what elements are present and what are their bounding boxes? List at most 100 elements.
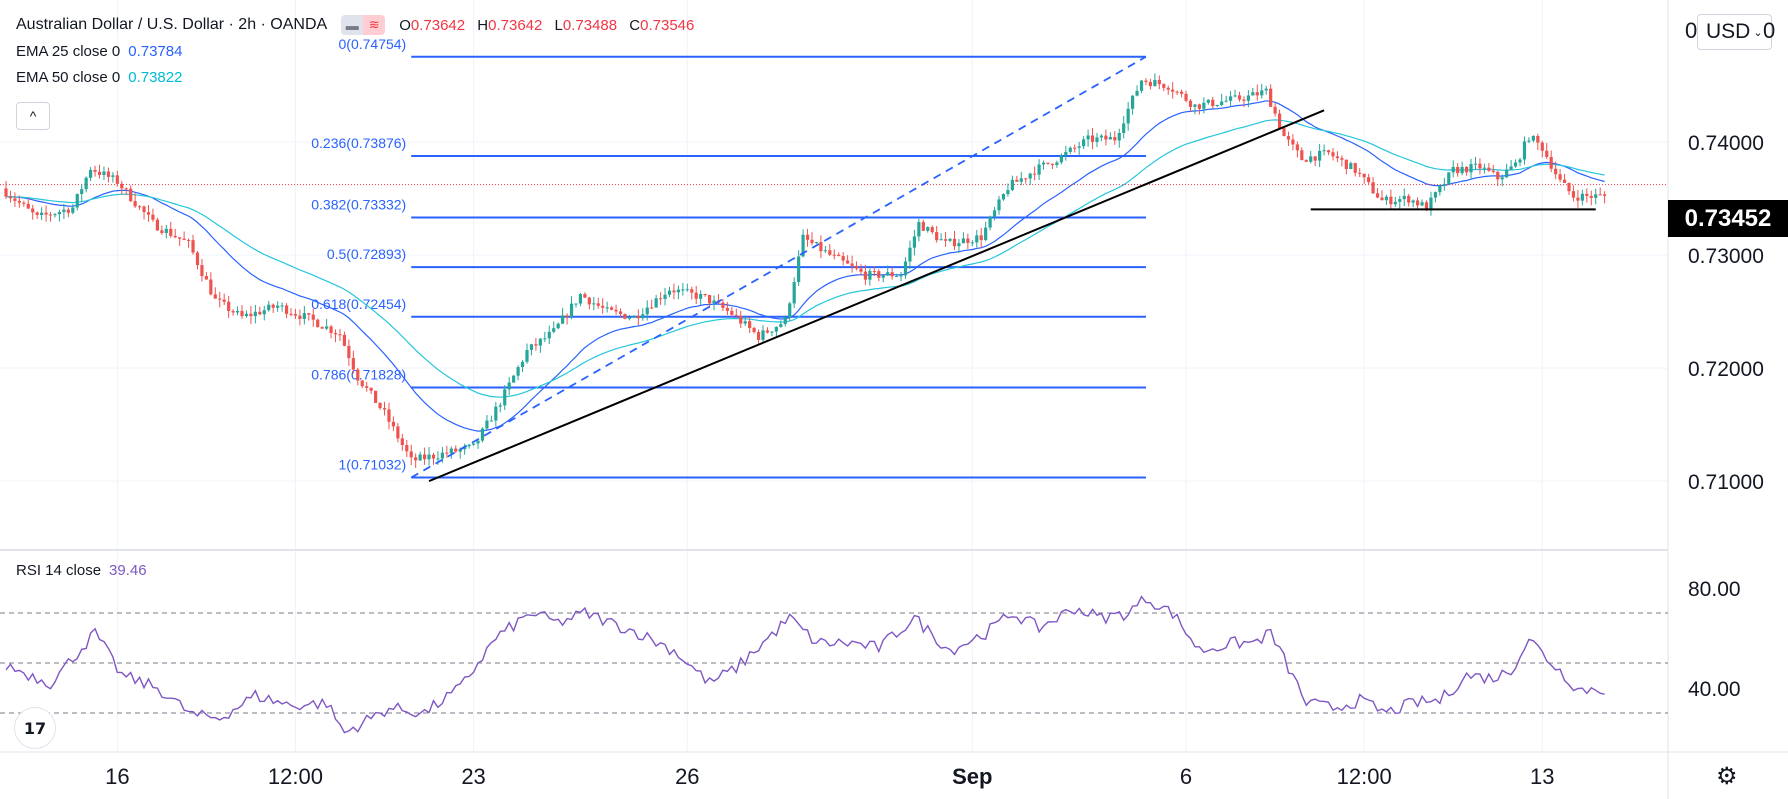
candle-body [1215,104,1219,107]
candle-body [431,454,436,459]
candle-body [618,311,623,314]
chart-type-toggle[interactable]: ▬ ≋ [341,15,386,35]
candle-body [471,443,476,445]
candle-body [271,304,275,308]
candle-body [1460,166,1464,174]
candle-body [1055,162,1059,165]
candle-body [1175,91,1179,93]
logo-text: 17 [23,718,47,738]
candle-body [1197,104,1202,109]
candle-body [1282,128,1286,137]
candle-body [783,317,787,325]
candle-body [895,276,899,278]
candle-body [658,298,663,300]
candle-body [1122,123,1126,134]
candle-body [115,175,119,184]
candle-body [1144,80,1148,82]
candle-body [992,210,997,217]
candle-body [8,196,13,199]
candle-body [988,216,992,228]
candle-body [1540,142,1544,151]
candle-body [1046,162,1050,164]
candle-body [1398,199,1402,202]
candle-body [886,272,890,276]
candle-body [1184,93,1188,101]
candle-body [1313,156,1317,161]
candle-body [1451,167,1455,173]
candle-body [1024,178,1028,180]
ema25-legend[interactable]: EMA 25 close 0 0.73784 [16,38,702,64]
rsi-legend[interactable]: RSI 14 close 39.46 [16,562,147,579]
ema50-label: EMA 50 close 0 [16,68,121,86]
candle-body [912,236,917,248]
currency-label: USD [1706,20,1751,43]
minus-icon[interactable]: ▬ [341,15,364,35]
candle-body [779,324,783,328]
candle-body [1082,139,1086,147]
candle-body [1567,182,1571,192]
tradingview-logo[interactable]: 17 [14,707,56,749]
collapse-legend-button[interactable]: ^ [16,102,50,130]
candle-body [654,298,658,308]
candle-body [1344,159,1348,170]
symbol-title[interactable]: Australian Dollar / U.S. Dollar · 2h · O… [16,16,328,33]
candle-body [1580,193,1584,201]
rsi-tick-label: 80.00 [1688,578,1741,601]
candle-body [476,440,480,444]
gear-icon[interactable]: ⚙ [1716,763,1738,790]
candle-body [1251,92,1255,96]
candle-body [293,314,298,316]
candle-body [120,183,124,189]
candle-body [699,294,703,299]
candle-body [40,212,44,215]
fib-level-label: 0.5(0.72893) [327,246,406,262]
candle-body [547,331,551,339]
fib-level-label: 0.618(0.72454) [311,296,406,312]
candle-body [1571,191,1576,198]
candle-body [632,315,636,318]
candle-body [369,387,373,391]
candle-body [449,448,453,454]
candle-body [1188,100,1193,107]
candle-body [1246,95,1250,101]
candle-body [436,458,440,460]
candle-body [605,307,609,309]
candle-body [1041,162,1046,165]
candle-body [525,349,529,362]
candle-body [151,214,155,220]
candle-body [44,212,48,215]
candle-body [231,311,235,313]
candle-body [409,451,413,458]
candle-body [650,307,654,309]
candle-body [1358,172,1362,174]
candle-body [685,289,689,291]
candle-body [276,305,280,308]
currency-selector[interactable]: USD ⌄ [1697,14,1772,50]
candle-body [1090,135,1095,142]
candle-body [1562,179,1567,183]
candle-body [1131,95,1135,109]
open-value: 0.73642 [410,16,466,34]
candle-body [80,189,84,194]
candle-body [926,227,930,231]
candle-body [1033,173,1037,175]
candle-body [921,222,925,231]
candle-body [610,307,614,310]
waves-icon[interactable]: ≋ [363,15,386,35]
candle-body [320,327,324,329]
candle-body [970,242,974,244]
candle-body [48,214,53,216]
chevron-down-icon: ⌄ [1753,26,1763,39]
candle-body [489,420,493,422]
candle-body [1126,108,1130,124]
last-price-label: 0.73452 [1668,200,1788,237]
candle-body [498,405,502,407]
close-label: C [629,16,641,34]
candle-body [1384,196,1389,201]
candle-body [1402,195,1406,200]
ema50-legend[interactable]: EMA 50 close 0 0.73822 [16,64,702,90]
candle-body [178,237,182,239]
candle-body [1554,168,1558,175]
candle-body [1255,92,1259,96]
